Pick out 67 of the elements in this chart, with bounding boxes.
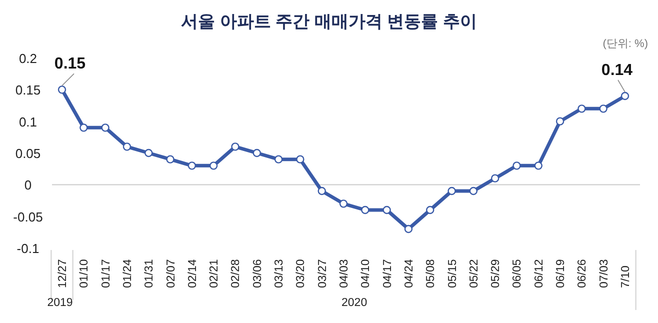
x-tick-label: 03/27 xyxy=(316,259,329,288)
x-tick-label: 02/28 xyxy=(230,259,242,288)
point xyxy=(469,186,478,196)
point xyxy=(512,162,521,170)
x-tick-label: 12/27 xyxy=(57,259,69,288)
y-tick-label: 0 xyxy=(24,178,32,193)
point xyxy=(404,224,413,234)
y-tick-label: 0.2 xyxy=(18,51,38,66)
x-tick-label: 04/17 xyxy=(382,259,394,288)
point xyxy=(101,124,110,132)
x-tick-label: 03/13 xyxy=(274,259,286,288)
point xyxy=(620,92,630,100)
x-tick-label: 06/19 xyxy=(555,259,568,288)
x-tick-label: 01/24 xyxy=(122,258,134,288)
point xyxy=(339,200,348,208)
x-tick-label: 01/17 xyxy=(100,259,112,288)
x-tick-label: 05/08 xyxy=(425,259,438,288)
x-tick-label: 03/20 xyxy=(295,259,308,288)
y-tick-label: 0.05 xyxy=(15,146,41,161)
x-tick-label: 04/03 xyxy=(338,259,350,288)
x-tick-label: 06/26 xyxy=(576,259,589,288)
point xyxy=(188,162,196,170)
x-tick-label: 07/03 xyxy=(598,259,610,288)
y-tick-label: -0.05 xyxy=(13,209,43,224)
point xyxy=(599,104,608,113)
point xyxy=(318,186,326,196)
text: 2019 xyxy=(47,297,73,309)
x-tick-label: 06/12 xyxy=(533,259,546,288)
x-tick-label: 02/14 xyxy=(186,258,199,288)
point xyxy=(296,155,304,164)
point xyxy=(578,104,586,113)
x-tick-label: 05/22 xyxy=(468,259,480,288)
text: 2020 xyxy=(342,297,368,309)
point xyxy=(382,206,391,214)
x-tick-label: 01/31 xyxy=(144,259,156,288)
point xyxy=(80,124,88,132)
point xyxy=(490,174,500,182)
point xyxy=(166,155,174,164)
point xyxy=(361,206,370,214)
x-tick-label: 02/21 xyxy=(208,259,221,288)
point xyxy=(252,148,261,158)
y-tick-label: 0.15 xyxy=(15,82,41,98)
x-tick-label: 02/07 xyxy=(165,259,178,288)
x-tick-label: 04/24 xyxy=(403,258,416,288)
y-tick-label: -0.1 xyxy=(16,241,40,256)
y-tick-label: 0.1 xyxy=(18,114,38,130)
x-tick-label: 06/05 xyxy=(512,259,524,288)
chart-title: 서울 아파트 주간 매매가격 변동률 추이 xyxy=(181,12,477,31)
point xyxy=(556,117,564,126)
point xyxy=(274,155,283,164)
x-tick-label: 04/10 xyxy=(360,259,372,288)
x-tick-label: 05/15 xyxy=(446,259,459,288)
point xyxy=(122,142,132,151)
point xyxy=(58,86,66,94)
x-tick-label: 05/29 xyxy=(490,259,502,288)
point xyxy=(144,148,153,158)
point xyxy=(209,162,218,170)
x-tick-label: 7/10 xyxy=(620,266,632,288)
point xyxy=(231,142,240,151)
data-label: 0.15 xyxy=(54,56,86,73)
point xyxy=(534,162,542,170)
x-tick-label: 03/06 xyxy=(252,259,264,288)
point xyxy=(426,206,434,214)
data-label: 0.14 xyxy=(601,62,633,79)
point xyxy=(448,186,456,196)
text: (단위: %) xyxy=(602,38,648,50)
x-tick-label: 01/10 xyxy=(78,259,91,288)
